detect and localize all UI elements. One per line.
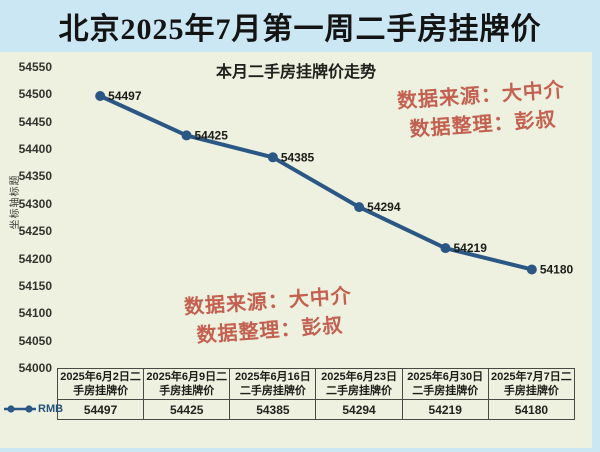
table-value-row: 54497 54425 54385 54294 54219 54180 [56, 399, 576, 420]
data-point-marker [95, 91, 106, 102]
line-marker-icon [4, 404, 36, 413]
line-chart: 54497 54425 54385 54294 54219 54180 [95, 89, 574, 276]
data-point-label: 54180 [540, 262, 574, 276]
data-point-label: 54219 [454, 241, 488, 255]
title-band: 北京2025年7月第一周二手房挂牌价 [0, 0, 600, 52]
chart-title: 本月二手房挂牌价走势 [215, 64, 376, 81]
y-axis-tick-label: 54250 [18, 224, 52, 239]
table-value-cell: 54180 [487, 399, 576, 420]
y-axis-tick-label: 54000 [18, 361, 52, 375]
page-title: 北京2025年7月第一周二手房挂牌价 [58, 13, 542, 46]
table-header-cell: 2025年7月7日二手房挂牌价 [487, 368, 576, 400]
table-value-cell: 54219 [401, 399, 489, 420]
y-axis-tick-label: 54550 [18, 60, 52, 74]
table-value-cell: 54385 [229, 399, 317, 420]
data-point-label: 54425 [195, 128, 229, 142]
series-line [99, 94, 533, 272]
y-axis-tick-label: 54500 [18, 87, 52, 102]
y-axis-tick-label: 54200 [18, 251, 52, 266]
table-header-cell: 2025年6月30日二手房挂牌价 [401, 368, 489, 400]
y-axis-tick-label: 54400 [18, 142, 52, 157]
table-header-cell: 2025年6月9日二手房挂牌价 [143, 368, 231, 400]
data-point-label: 54385 [281, 150, 315, 164]
table-value-cell: 54497 [56, 399, 145, 420]
data-table: 2025年6月2日二手房挂牌价 2025年6月9日二手房挂牌价 2025年6月16日… [56, 368, 576, 420]
y-axis-tick-label: 54050 [18, 333, 52, 348]
y-axis-tick-label: 54450 [18, 114, 52, 129]
y-axis-tick-label: 54300 [18, 196, 52, 211]
table-header-row: 2025年6月2日二手房挂牌价 2025年6月9日二手房挂牌价 2025年6月16日… [56, 368, 576, 400]
data-point-marker [181, 130, 192, 141]
table-header-cell: 2025年6月16日二手房挂牌价 [229, 368, 317, 400]
data-point-marker [526, 264, 537, 275]
data-point-marker [267, 152, 278, 163]
table-header-cell: 2025年6月2日二手房挂牌价 [56, 368, 145, 400]
y-axis-tick-label: 54150 [18, 278, 52, 293]
legend: RMB [3, 399, 63, 418]
y-axis-tick-label: 54350 [18, 169, 52, 184]
data-point-marker [440, 243, 451, 254]
chart-panel: 54497 54425 54385 54294 54219 54180 本月二手房挂牌价走… [0, 52, 592, 448]
data-point-marker [354, 202, 365, 213]
table-value-cell: 54294 [315, 399, 403, 420]
table-value-cell: 54425 [143, 399, 231, 420]
table-header-cell: 2025年6月23日二手房挂牌价 [315, 368, 403, 400]
legend-series-label: RMB [38, 402, 64, 415]
data-point-label: 54294 [367, 200, 401, 214]
y-axis-tick-label: 54100 [18, 306, 52, 321]
data-point-label: 54497 [108, 89, 142, 103]
